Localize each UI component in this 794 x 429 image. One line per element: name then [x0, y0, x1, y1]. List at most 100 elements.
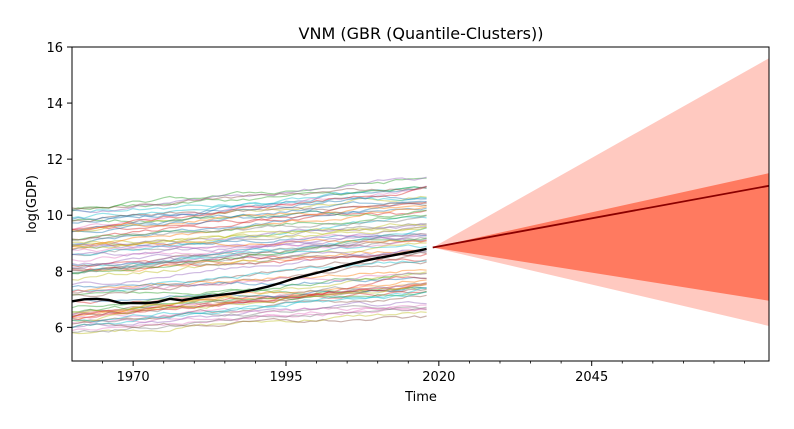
background-series-line [72, 271, 427, 294]
background-series-line [72, 235, 427, 257]
background-series-line [72, 311, 427, 335]
background-series-line [72, 248, 427, 274]
background-series-line [72, 276, 427, 321]
background-series-line [72, 282, 427, 319]
background-series-line [72, 232, 427, 273]
background-series-line [72, 315, 427, 329]
background-series-line [72, 186, 427, 224]
background-series-line [72, 204, 427, 232]
background-series-line [72, 209, 427, 224]
background-series-line [72, 185, 427, 231]
background-series-line [72, 176, 427, 214]
background-series-line [72, 242, 427, 281]
y-tick-label: 12 [46, 153, 63, 168]
background-series-line [72, 283, 427, 318]
background-series-line [72, 200, 427, 233]
background-series-line [72, 307, 427, 324]
background-series-line [72, 249, 427, 266]
x-tick-label: 1995 [269, 370, 302, 385]
background-series-line [72, 216, 427, 256]
background-series-line [72, 223, 427, 257]
background-series-line [72, 209, 427, 231]
background-series-line [72, 279, 427, 318]
background-series-line [72, 307, 427, 333]
background-series-line [72, 283, 427, 322]
background-series-line [72, 214, 427, 241]
plot-frame [71, 46, 770, 362]
background-series-line [72, 239, 427, 253]
background-series-line [72, 233, 427, 262]
history-group [72, 247, 427, 305]
background-series-line [72, 248, 427, 286]
background-series-line [72, 286, 427, 303]
background-series-line [72, 239, 427, 271]
background-series-line [72, 186, 427, 211]
background-series-line [72, 291, 427, 323]
background-series-line [72, 223, 427, 248]
background-series-line [72, 244, 427, 267]
history-line [72, 247, 427, 305]
forecast-inner-band [432, 173, 769, 301]
background-series-line [72, 207, 427, 234]
forecast-group [432, 58, 769, 326]
background-series-line [72, 186, 427, 210]
background-series-line [72, 282, 427, 318]
background-series-line [72, 304, 427, 323]
background-series-line [72, 226, 427, 244]
background-series-line [72, 300, 427, 328]
background-series-line [72, 260, 427, 292]
background-series-line [72, 238, 427, 248]
background-series-line [72, 306, 427, 319]
background-series-line [72, 227, 427, 249]
background-series-line [72, 206, 427, 250]
background-series-line [72, 261, 427, 298]
y-axis-label: log(GDP) [25, 175, 40, 233]
background-series-line [72, 251, 427, 270]
background-series-line [72, 186, 427, 219]
background-series-line [72, 236, 427, 275]
background-series-line [72, 237, 427, 275]
background-series-line [72, 304, 427, 332]
plot-area [72, 58, 769, 335]
background-series-line [72, 185, 427, 231]
y-axis-ticks: 6 8 10 12 14 16 [46, 41, 72, 336]
x-tick-label: 1970 [117, 370, 150, 385]
background-series-line [72, 201, 427, 223]
background-series-line [72, 223, 427, 247]
background-series-line [72, 287, 427, 329]
forecast-median-line [432, 184, 769, 249]
background-series-line [72, 235, 427, 250]
background-series-line [72, 282, 427, 317]
x-tick-label: 2045 [575, 370, 608, 385]
y-tick-label: 16 [46, 41, 63, 56]
background-series-line [72, 196, 427, 213]
background-series-line [72, 268, 427, 293]
background-series-line [72, 201, 427, 241]
background-series-line [72, 195, 427, 233]
background-series-line [72, 227, 427, 274]
x-axis-ticks: 1970 1995 2020 2045 [102, 361, 745, 385]
background-series-line [72, 294, 427, 325]
background-series-group [72, 176, 427, 335]
chart-title: VNM (GBR (Quantile-Clusters)) [299, 24, 544, 43]
y-tick-label: 10 [46, 209, 63, 224]
y-tick-label: 8 [55, 265, 63, 280]
x-tick-label: 2020 [422, 370, 455, 385]
background-series-line [72, 276, 427, 289]
background-series-line [72, 271, 427, 314]
background-series-line [72, 195, 427, 221]
background-series-line [72, 202, 427, 245]
background-series-line [72, 288, 427, 315]
background-series-line [72, 226, 427, 269]
background-series-line [72, 253, 427, 268]
y-tick-label: 14 [46, 97, 63, 112]
background-series-line [72, 290, 427, 313]
background-series-line [72, 256, 427, 272]
background-series-line [72, 177, 427, 212]
background-series-line [72, 251, 427, 294]
y-tick-label: 6 [55, 321, 63, 336]
background-series-line [72, 233, 427, 251]
background-series-line [72, 215, 427, 242]
x-axis-label: Time [404, 390, 437, 405]
